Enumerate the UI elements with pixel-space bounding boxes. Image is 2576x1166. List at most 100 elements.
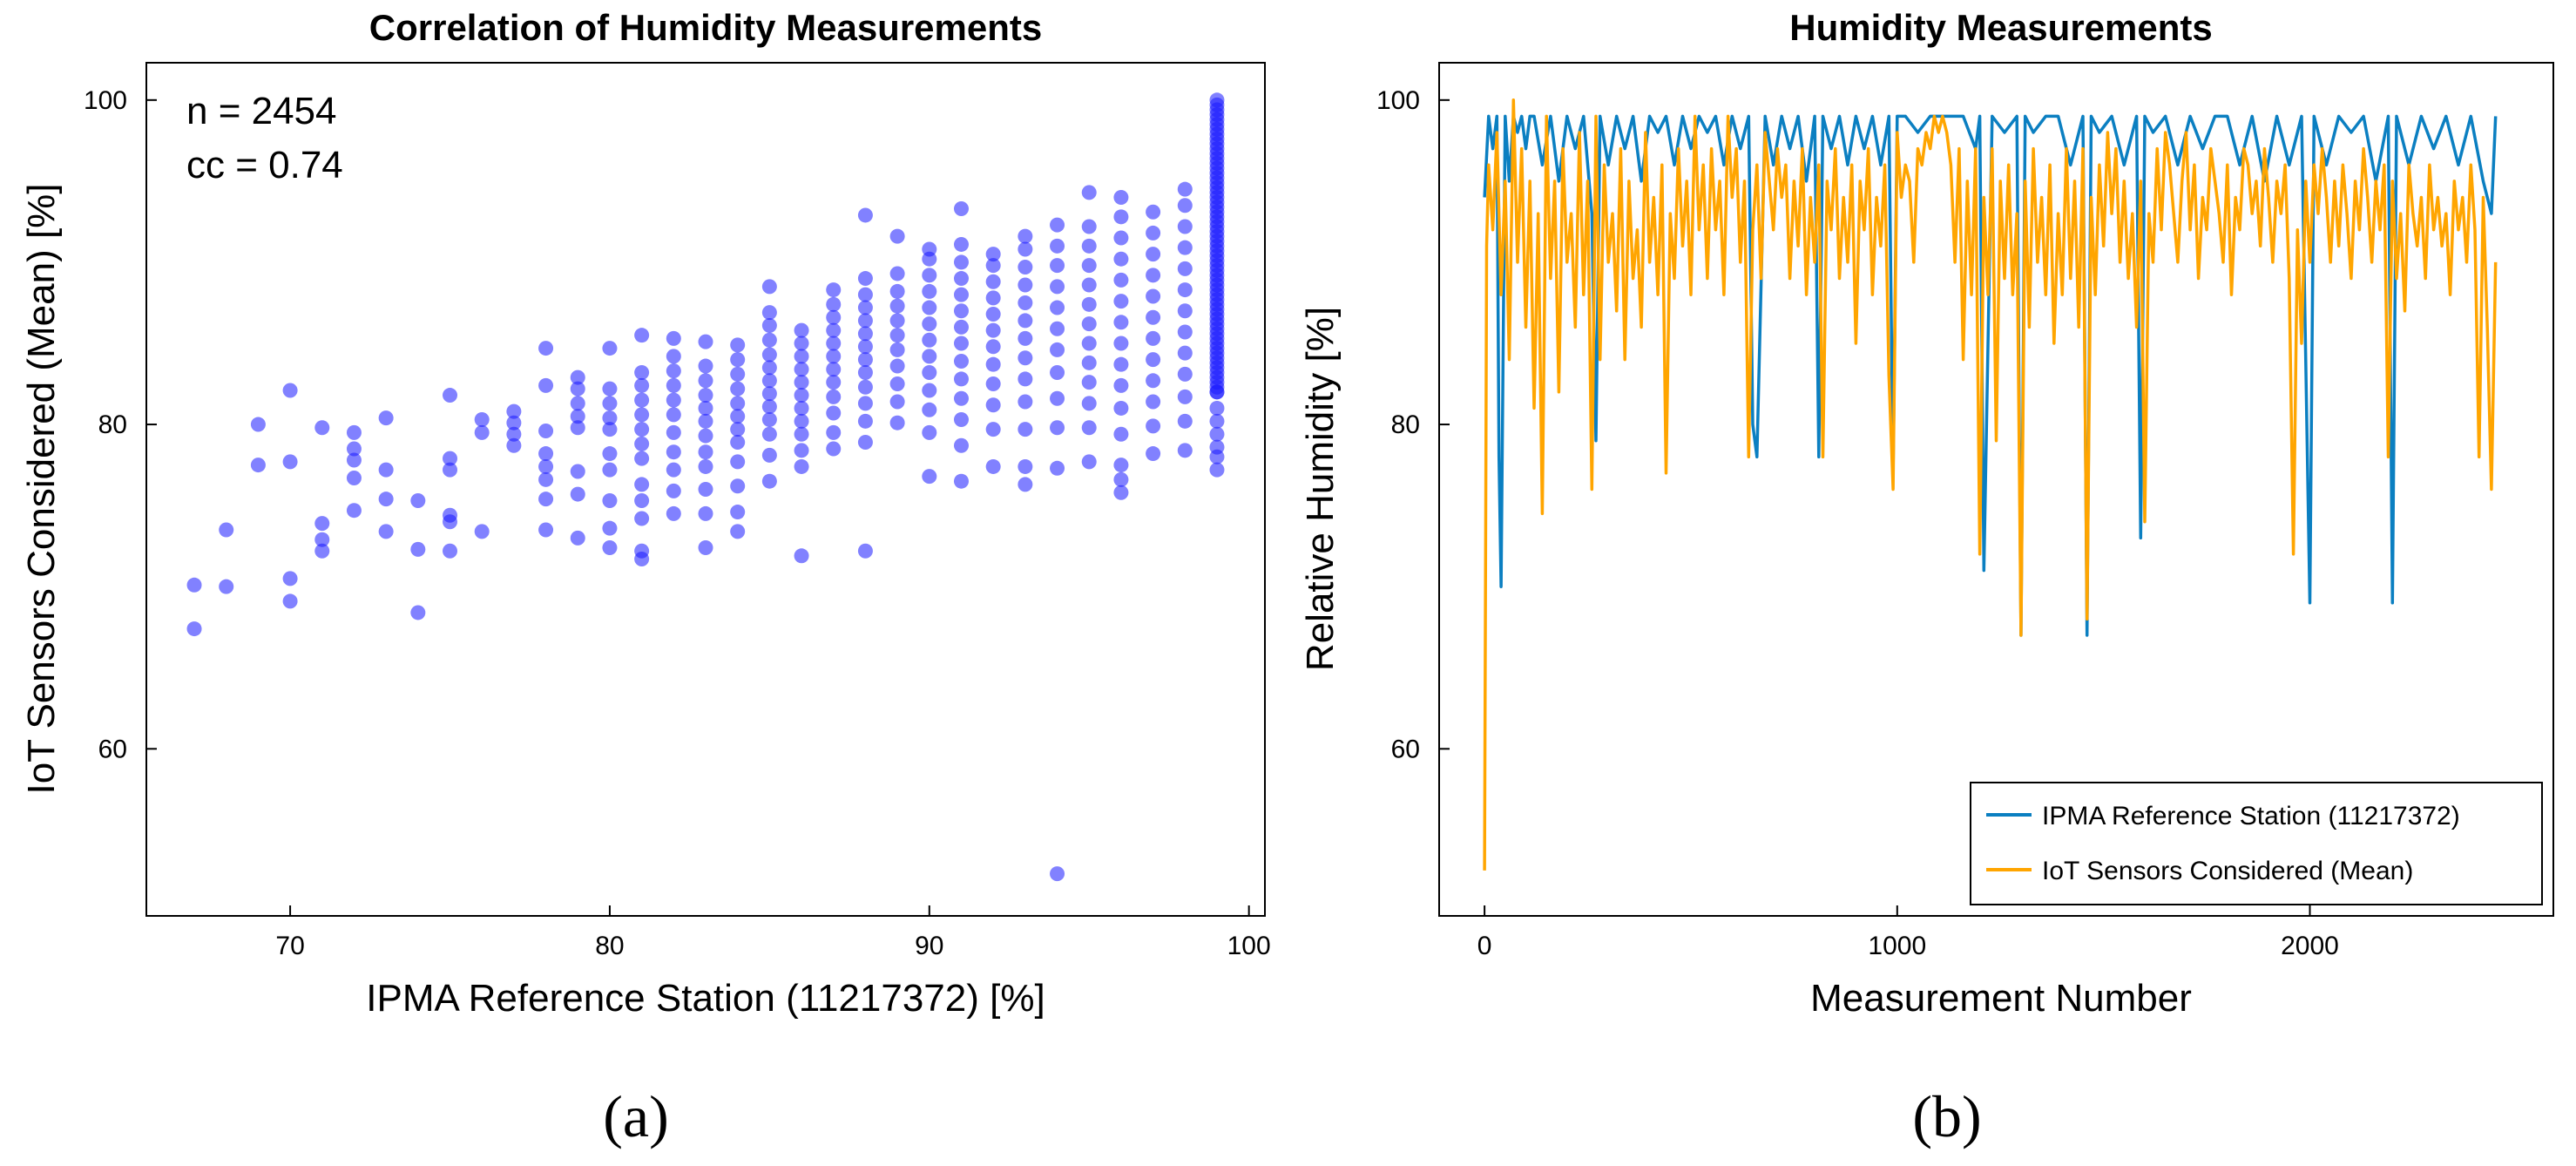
scatter-point bbox=[889, 358, 905, 374]
scatter-point bbox=[953, 411, 969, 427]
scatter-point bbox=[826, 375, 842, 390]
scatter-point bbox=[761, 305, 777, 321]
scatter-point bbox=[698, 505, 713, 521]
scatter-point bbox=[282, 383, 298, 398]
scatter-point bbox=[1018, 260, 1033, 275]
scatter-x-axis-label: IPMA Reference Station (11217372) [%] bbox=[366, 977, 1045, 1020]
scatter-point bbox=[1146, 330, 1161, 346]
scatter-point bbox=[922, 424, 937, 440]
scatter-point bbox=[922, 364, 937, 380]
scatter-point bbox=[953, 236, 969, 252]
scatter-y-tick-label: 80 bbox=[98, 410, 127, 439]
scatter-point bbox=[761, 347, 777, 363]
scatter-point bbox=[186, 621, 202, 637]
scatter-point bbox=[985, 290, 1001, 306]
scatter-point bbox=[219, 522, 234, 538]
scatter-point bbox=[985, 356, 1001, 372]
scatter-point bbox=[666, 330, 681, 346]
scatter-point bbox=[953, 271, 969, 287]
scatter-point bbox=[953, 336, 969, 351]
scatter-point bbox=[634, 451, 650, 466]
legend-label-iot: IoT Sensors Considered (Mean) bbox=[2042, 857, 2413, 885]
scatter-point bbox=[1177, 240, 1193, 255]
scatter-point bbox=[666, 462, 681, 478]
scatter-point bbox=[1146, 446, 1161, 462]
scatter-point bbox=[378, 491, 394, 507]
scatter-point bbox=[953, 390, 969, 406]
scatter-point bbox=[634, 422, 650, 437]
scatter-point bbox=[1146, 309, 1161, 325]
scatter-point bbox=[794, 426, 809, 442]
scatter-point bbox=[985, 397, 1001, 413]
scatter-point bbox=[698, 540, 713, 556]
scatter-point bbox=[985, 322, 1001, 338]
scatter-point bbox=[889, 228, 905, 244]
scatter-point bbox=[953, 473, 969, 489]
scatter-point bbox=[826, 349, 842, 364]
scatter-point bbox=[985, 306, 1001, 322]
scatter-point bbox=[474, 524, 490, 539]
scatter-points bbox=[186, 92, 1225, 882]
scatter-point bbox=[314, 543, 330, 559]
scatter-point bbox=[1050, 364, 1065, 380]
scatter-point bbox=[1209, 400, 1225, 416]
scatter-point bbox=[1050, 279, 1065, 295]
scatter-point bbox=[506, 437, 522, 453]
scatter-point bbox=[1081, 375, 1097, 390]
scatter-point bbox=[953, 371, 969, 387]
panel-label-a: (a) bbox=[603, 1083, 668, 1149]
legend: IPMA Reference Station (11217372) IoT Se… bbox=[1970, 782, 2543, 905]
scatter-point bbox=[1113, 315, 1129, 330]
line-plot-frame bbox=[1438, 62, 2554, 917]
scatter-point bbox=[1050, 866, 1065, 882]
scatter-point bbox=[761, 386, 777, 402]
scatter-point bbox=[538, 491, 554, 507]
scatter-point bbox=[889, 342, 905, 357]
scatter-x-tick-label: 80 bbox=[595, 932, 624, 960]
scatter-point bbox=[889, 376, 905, 392]
scatter-point bbox=[826, 282, 842, 298]
scatter-point bbox=[761, 360, 777, 376]
scatter-point bbox=[346, 441, 362, 457]
scatter-point bbox=[634, 328, 650, 343]
scatter-point bbox=[1209, 426, 1225, 442]
scatter-point bbox=[570, 409, 585, 424]
scatter-point bbox=[730, 396, 746, 411]
scatter-point bbox=[953, 353, 969, 369]
scatter-point bbox=[922, 402, 937, 417]
scatter-point bbox=[1177, 389, 1193, 404]
scatter-point bbox=[570, 381, 585, 397]
scatter-point bbox=[282, 571, 298, 586]
scatter-point bbox=[698, 334, 713, 349]
scatter-annotation-cc: cc = 0.74 bbox=[186, 144, 343, 186]
scatter-point bbox=[570, 396, 585, 411]
scatter-point bbox=[826, 362, 842, 377]
scatter-point bbox=[761, 473, 777, 489]
scatter-annotation-n: n = 2454 bbox=[186, 90, 337, 132]
scatter-point bbox=[1018, 330, 1033, 346]
scatter-point bbox=[794, 336, 809, 351]
scatter-point bbox=[570, 530, 585, 546]
scatter-point bbox=[857, 435, 873, 451]
scatter-point bbox=[1081, 185, 1097, 200]
scatter-point bbox=[889, 283, 905, 299]
scatter-point bbox=[761, 447, 777, 463]
scatter-point bbox=[698, 358, 713, 374]
scatter-point bbox=[602, 493, 618, 509]
scatter-point bbox=[857, 300, 873, 315]
scatter-point bbox=[538, 446, 554, 462]
scatter-point bbox=[538, 377, 554, 393]
scatter-point bbox=[794, 322, 809, 338]
scatter-point bbox=[666, 363, 681, 379]
scatter-point bbox=[1081, 219, 1097, 234]
scatter-point bbox=[985, 422, 1001, 437]
scatter-point bbox=[314, 420, 330, 436]
scatter-point bbox=[1177, 303, 1193, 319]
scatter-point bbox=[346, 470, 362, 485]
scatter-point bbox=[443, 543, 458, 559]
scatter-point bbox=[1018, 228, 1033, 244]
scatter-point bbox=[953, 437, 969, 453]
scatter-point bbox=[794, 375, 809, 390]
scatter-point bbox=[730, 524, 746, 539]
